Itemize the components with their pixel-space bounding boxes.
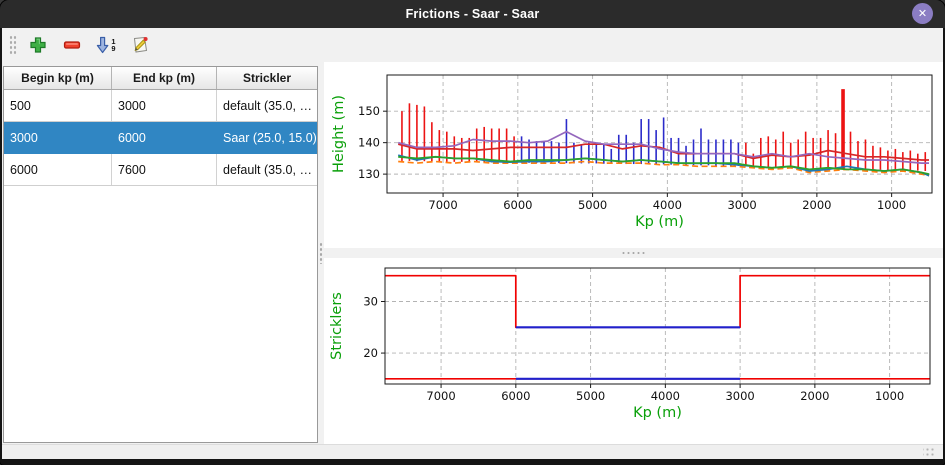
edit-page-icon bbox=[133, 36, 148, 53]
grid bbox=[387, 75, 932, 193]
table-cell[interactable]: Saar (25.0, 15.0) bbox=[223, 130, 317, 145]
table-cell[interactable]: 7600 bbox=[112, 154, 217, 185]
column-header-begin-kp[interactable]: Begin kp (m) bbox=[4, 67, 112, 89]
axes: 7000 6000 5000 4000 3000 2000 1000 20 30 Kp (m) St… bbox=[329, 267, 931, 421]
x-axis-label: Kp (m) bbox=[633, 405, 682, 421]
splitter-handle-icon bbox=[319, 242, 323, 264]
toolbar-drag-handle-icon[interactable] bbox=[9, 35, 17, 55]
svg-text:1000: 1000 bbox=[877, 198, 906, 212]
resize-grip[interactable] bbox=[923, 447, 935, 457]
table-row[interactable]: 6000 7600 default (35.0, … bbox=[4, 154, 317, 186]
series-green-level-line bbox=[398, 155, 930, 175]
svg-text:2000: 2000 bbox=[802, 198, 831, 212]
horizontal-splitter[interactable] bbox=[324, 248, 943, 258]
minus-icon bbox=[63, 41, 81, 49]
table-header: Begin kp (m) End kp (m) Strickler bbox=[4, 67, 317, 90]
svg-text:3000: 3000 bbox=[727, 198, 756, 212]
svg-text:5000: 5000 bbox=[578, 198, 607, 212]
table-body: 500 3000 default (35.0, … 3000 6000 Saar (25.… bbox=[4, 90, 317, 186]
sort-rows-button[interactable]: 1 9 bbox=[93, 32, 119, 58]
plus-icon bbox=[30, 37, 46, 53]
table-cell[interactable]: default (35.0, … bbox=[223, 162, 312, 177]
series-cross-section-extents-selected-zone-3000-6000- bbox=[520, 117, 740, 166]
table-cell[interactable]: 6000 bbox=[112, 122, 217, 153]
svg-text:7000: 7000 bbox=[428, 198, 457, 212]
svg-text:4000: 4000 bbox=[651, 389, 680, 403]
sort-number-bottom: 9 bbox=[111, 44, 116, 53]
table-cell[interactable]: default (35.0, … bbox=[223, 98, 312, 113]
y-axis-label: Stricklers bbox=[329, 292, 345, 360]
titlebar: Frictions - Saar - Saar ✕ bbox=[0, 0, 945, 28]
grid bbox=[385, 268, 930, 384]
svg-text:6000: 6000 bbox=[503, 198, 532, 212]
table-cell[interactable]: 3000 bbox=[4, 122, 112, 153]
svg-text:3000: 3000 bbox=[725, 389, 754, 403]
close-icon: ✕ bbox=[917, 8, 928, 20]
svg-text:6000: 6000 bbox=[501, 389, 530, 403]
status-bar bbox=[2, 444, 943, 459]
arrow-down-sort-icon bbox=[97, 36, 109, 54]
axes: 7000 6000 5000 4000 3000 2000 1000 130 140 150 Kp … bbox=[331, 74, 933, 230]
window-title: Frictions - Saar - Saar bbox=[405, 7, 540, 21]
svg-text:1000: 1000 bbox=[875, 389, 904, 403]
vertical-splitter[interactable] bbox=[318, 62, 324, 444]
stricklers-chart: 7000 6000 5000 4000 3000 2000 1000 20 30 Kp (m) St… bbox=[329, 267, 931, 421]
table-cell[interactable]: 500 bbox=[4, 90, 112, 121]
series-purple-level-line bbox=[397, 130, 929, 164]
charts-panel: 7000 6000 5000 4000 3000 2000 1000 130 140 150 Kp … bbox=[324, 62, 943, 444]
remove-row-button[interactable] bbox=[59, 32, 85, 58]
x-axis-label: Kp (m) bbox=[635, 214, 684, 230]
svg-text:2000: 2000 bbox=[800, 389, 829, 403]
svg-text:20: 20 bbox=[363, 346, 378, 360]
stricklers-chart-pane: 7000 6000 5000 4000 3000 2000 1000 20 30 Kp (m) St… bbox=[324, 258, 943, 444]
friction-zones-table: Begin kp (m) End kp (m) Strickler 500 300… bbox=[3, 66, 318, 443]
svg-text:7000: 7000 bbox=[426, 389, 455, 403]
main-content: Begin kp (m) End kp (m) Strickler 500 300… bbox=[2, 62, 943, 444]
column-header-strickler[interactable]: Strickler bbox=[242, 71, 292, 85]
toolbar: 1 9 bbox=[2, 28, 943, 62]
sort-order-numbers: 1 9 bbox=[111, 36, 116, 53]
splitter-handle-icon bbox=[620, 251, 647, 255]
close-button[interactable]: ✕ bbox=[912, 3, 933, 24]
table-row[interactable]: 500 3000 default (35.0, … bbox=[4, 90, 317, 122]
svg-text:140: 140 bbox=[358, 136, 380, 150]
height-chart: 7000 6000 5000 4000 3000 2000 1000 130 140 150 Kp … bbox=[331, 74, 933, 230]
y-axis-label: Height (m) bbox=[331, 95, 347, 173]
add-row-button[interactable] bbox=[25, 32, 51, 58]
svg-text:30: 30 bbox=[363, 295, 378, 309]
height-chart-pane: 7000 6000 5000 4000 3000 2000 1000 130 140 150 Kp … bbox=[324, 62, 943, 248]
column-header-end-kp[interactable]: End kp (m) bbox=[112, 67, 217, 89]
sort-number-top: 1 bbox=[111, 36, 116, 46]
table-cell[interactable]: 3000 bbox=[112, 90, 217, 121]
svg-text:150: 150 bbox=[358, 104, 380, 118]
series-orange-dashed-level-line bbox=[398, 160, 930, 177]
svg-text:130: 130 bbox=[358, 167, 380, 181]
table-row[interactable]: 3000 6000 Saar (25.0, 15.0) bbox=[4, 122, 317, 154]
table-cell[interactable]: 6000 bbox=[4, 154, 112, 185]
svg-text:4000: 4000 bbox=[653, 198, 682, 212]
svg-text:5000: 5000 bbox=[576, 389, 605, 403]
edit-row-button[interactable] bbox=[127, 32, 153, 58]
